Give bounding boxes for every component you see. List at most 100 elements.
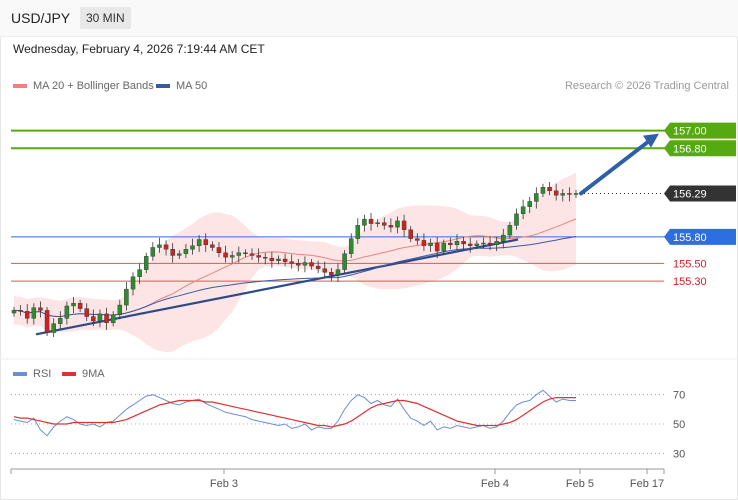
- forecast-arrow: [579, 137, 653, 196]
- candle: [388, 225, 394, 228]
- rsi-panel: 30 50 70: [0, 358, 738, 460]
- rsi-ma-swatch: [62, 372, 76, 376]
- candle: [183, 249, 189, 254]
- price-panel: 157.00 156.80 156.29 155.80 155.50 155.30: [11, 122, 736, 353]
- candle: [507, 225, 513, 236]
- legend-rsi: RSI: [13, 368, 51, 380]
- candle: [97, 313, 103, 322]
- candle: [124, 288, 129, 306]
- candle: [190, 245, 195, 250]
- candle: [382, 222, 387, 226]
- candle: [276, 258, 281, 261]
- legend-ma20: MA 20 + Bollinger Bands: [13, 80, 154, 92]
- candle: [342, 253, 347, 270]
- candle: [223, 252, 228, 258]
- candle: [461, 241, 466, 245]
- candle: [11, 310, 17, 314]
- level-label-155.30: 155.30: [673, 276, 707, 288]
- candle: [163, 244, 169, 250]
- candle: [289, 261, 294, 264]
- candle: [216, 247, 222, 254]
- rsi-ma-label: 9MA: [82, 368, 105, 380]
- rsi-line: [13, 389, 576, 437]
- candle: [415, 238, 420, 241]
- candle: [302, 262, 308, 266]
- candle: [573, 193, 579, 195]
- level-label-157.00: 157.00: [673, 126, 707, 138]
- candle: [229, 255, 235, 258]
- candle: [487, 242, 493, 246]
- candle: [269, 257, 275, 261]
- candle: [236, 252, 242, 256]
- candle: [481, 242, 486, 245]
- candle: [51, 323, 56, 333]
- rsi-tick-30: 30: [673, 448, 685, 460]
- x-tick-label: Feb 3: [210, 478, 238, 490]
- candle: [262, 257, 268, 259]
- level-tag-155.80: [664, 228, 736, 245]
- candle: [38, 307, 43, 311]
- candle: [44, 310, 50, 333]
- candle: [362, 218, 367, 226]
- ma50-label: MA 50: [176, 80, 208, 92]
- candle: [348, 238, 354, 254]
- candle: [553, 190, 559, 196]
- candle: [501, 234, 506, 242]
- candle: [203, 239, 208, 246]
- candle: [527, 201, 532, 207]
- rsi-ma-line: [13, 397, 576, 428]
- candle: [282, 258, 288, 262]
- rsi-label: RSI: [33, 368, 52, 380]
- candle: [31, 307, 37, 319]
- candle: [71, 303, 76, 307]
- timeframe-selector[interactable]: 30 MIN: [80, 7, 131, 29]
- candle: [322, 268, 328, 273]
- candle: [540, 187, 546, 194]
- copyright-text: Research © 2026 Trading Central: [564, 80, 729, 92]
- candle: [64, 305, 70, 319]
- candle: [210, 244, 215, 248]
- candle: [243, 252, 248, 255]
- candle: [130, 276, 136, 290]
- candle: [196, 239, 202, 246]
- candle: [534, 193, 539, 202]
- forecast-arrowhead: [643, 133, 659, 148]
- candle: [117, 304, 123, 315]
- candle: [368, 218, 374, 224]
- candle: [355, 225, 361, 239]
- bollinger-band: [14, 173, 576, 353]
- rsi-swatch: [13, 372, 27, 376]
- candle: [170, 249, 175, 256]
- candle: [329, 272, 334, 276]
- candle: [315, 265, 321, 269]
- candle: [58, 318, 63, 324]
- ma50-swatch: [156, 84, 170, 88]
- candle: [454, 241, 460, 246]
- level-label-155.80: 155.80: [673, 232, 707, 244]
- candle: [567, 193, 572, 195]
- level-tag-156.80: [664, 140, 736, 157]
- level-tag-156.29: [664, 185, 736, 202]
- candle: [401, 220, 407, 230]
- rsi-tick-70: 70: [673, 390, 685, 402]
- level-tag-157.00: [664, 122, 736, 139]
- ma20-label: MA 20 + Bollinger Bands: [33, 80, 154, 92]
- candle: [24, 311, 30, 319]
- candle: [84, 308, 89, 317]
- candle: [514, 213, 519, 226]
- ma20-swatch: [13, 84, 27, 88]
- candle: [434, 242, 440, 252]
- candle: [375, 222, 380, 224]
- candle: [335, 269, 341, 276]
- candle: [441, 242, 447, 252]
- trendline: [35, 238, 519, 336]
- chart-header: USD/JPY 30 MIN: [0, 0, 738, 37]
- level-label-156.80: 156.80: [673, 143, 707, 155]
- candle: [110, 314, 116, 323]
- candle: [249, 253, 255, 256]
- x-tick-label: Feb 17: [630, 478, 664, 490]
- level-label-156.29: 156.29: [673, 188, 707, 200]
- candle: [309, 262, 314, 267]
- candle: [448, 242, 453, 246]
